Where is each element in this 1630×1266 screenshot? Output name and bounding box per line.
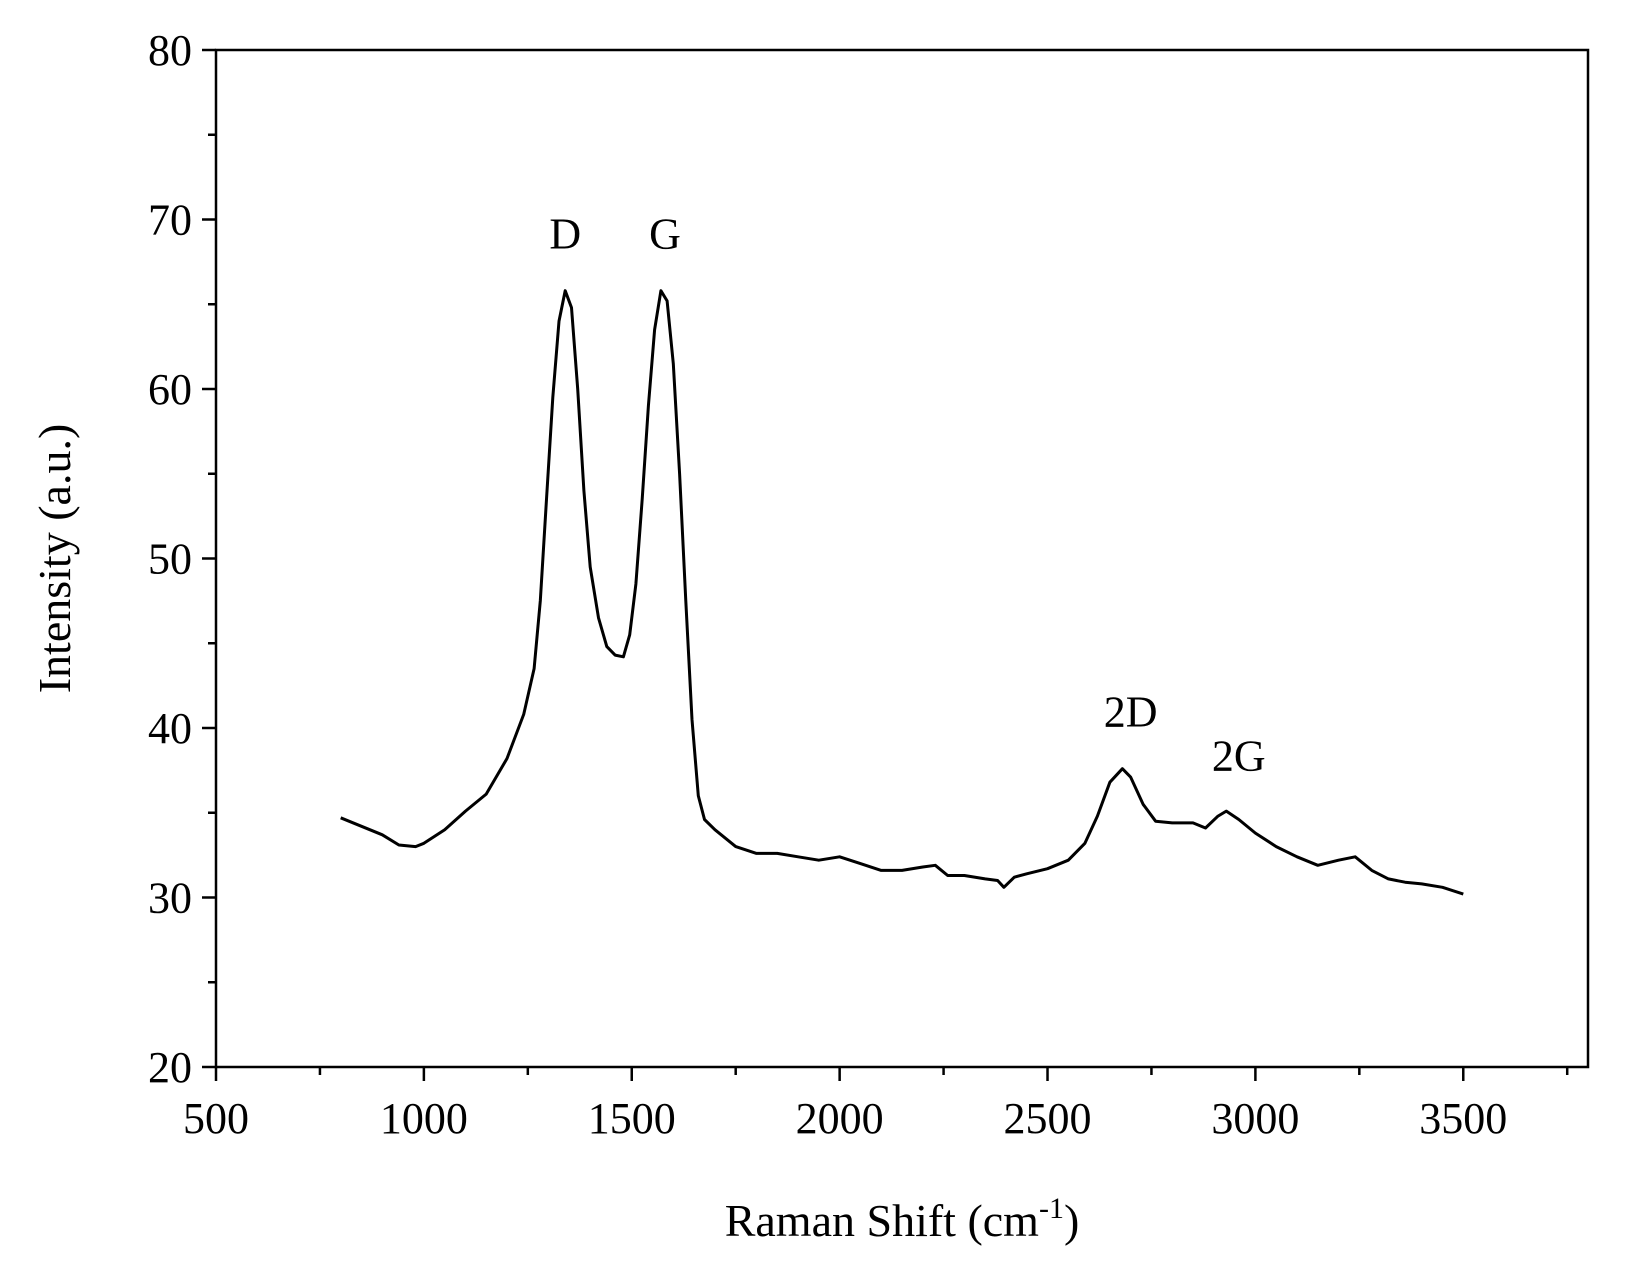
y-tick-label: 60 — [148, 365, 192, 414]
y-tick-label: 70 — [148, 196, 192, 245]
peak-label-2d: 2D — [1104, 687, 1158, 736]
plot-frame — [214, 48, 1590, 1069]
x-tick-label: 3000 — [1211, 1094, 1299, 1143]
x-tick-label: 2500 — [1004, 1094, 1092, 1143]
x-tick-label: 2000 — [796, 1094, 884, 1143]
y-tick-label: 40 — [148, 704, 192, 753]
peak-annotations: D G 2D 2G — [549, 209, 1265, 780]
y-tick-label: 30 — [148, 874, 192, 923]
axis-ticks — [202, 48, 1569, 1081]
y-tick-label: 80 — [148, 26, 192, 75]
y-tick-label: 20 — [148, 1043, 192, 1092]
x-axis-title-superscript: -1 — [1039, 1192, 1064, 1225]
y-tick-label: 50 — [148, 535, 192, 584]
peak-label-g: G — [649, 209, 681, 258]
y-axis-title: Intensity (a.u.) — [29, 424, 80, 694]
x-tick-label: 3500 — [1419, 1094, 1507, 1143]
peak-label-2g: 2G — [1212, 731, 1266, 780]
axis-tick-labels: 500 1000 1500 2000 2500 3000 3500 20 30 40 50 60 70 8… — [148, 26, 1507, 1143]
x-tick-label: 1000 — [380, 1094, 468, 1143]
spectrum-line — [340, 289, 1464, 896]
x-tick-label: 1500 — [588, 1094, 676, 1143]
peak-label-d: D — [549, 209, 581, 258]
x-axis-title: Raman Shift (cm-1) — [725, 1192, 1080, 1246]
x-axis-title-text: Raman Shift (cm — [725, 1195, 1039, 1246]
x-axis-title-close: ) — [1064, 1195, 1079, 1246]
x-tick-label: 500 — [183, 1094, 249, 1143]
